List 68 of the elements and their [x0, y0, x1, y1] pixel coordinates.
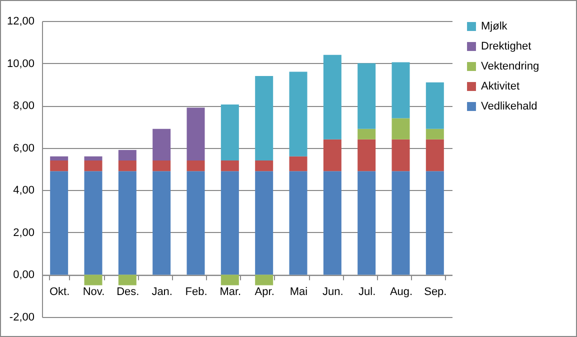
bar: [426, 82, 444, 129]
bar: [323, 171, 342, 275]
bar: [255, 171, 274, 275]
y-tick-label: -2,00: [9, 312, 34, 324]
bar: [118, 171, 136, 275]
x-tick-label: Sep.: [424, 286, 447, 298]
bar: [118, 274, 136, 286]
x-tick-label: Feb.: [185, 286, 208, 298]
bar: [323, 139, 342, 172]
bar: [289, 156, 308, 172]
bar: [220, 274, 239, 286]
bar: [392, 139, 410, 172]
bar: [186, 108, 205, 161]
bar: [289, 72, 308, 156]
legend-label: Mjølk: [481, 20, 508, 32]
y-tick-label: 0,00: [13, 269, 34, 282]
bar: [84, 156, 102, 161]
y-tick-label: 6,00: [13, 142, 34, 154]
bar: [323, 54, 342, 140]
bar: [220, 104, 239, 161]
x-tick-label: Jun.: [322, 286, 344, 298]
bar: [255, 160, 274, 172]
y-tick-label: 10,00: [6, 58, 34, 70]
bar: [358, 171, 376, 275]
bar: [152, 171, 171, 275]
bar: [392, 118, 410, 140]
x-tick-label: Mar.: [220, 286, 242, 298]
bar: [289, 171, 308, 275]
bar: [152, 160, 171, 172]
x-tick-label: Apr.: [254, 286, 274, 298]
bar: [220, 171, 239, 275]
bar: [220, 160, 239, 172]
legend-label: Aktivitet: [481, 80, 520, 92]
bar: [358, 139, 376, 172]
bar: [358, 128, 376, 140]
bar: [426, 128, 444, 140]
bar: [426, 171, 444, 275]
bar: [255, 274, 274, 286]
x-tick-label: Nov.: [82, 286, 105, 298]
bar: [426, 139, 444, 172]
x-tick-label: Aug.: [390, 286, 413, 298]
bar: [186, 171, 205, 275]
bar: [84, 274, 102, 286]
legend-label: Drektighet: [481, 40, 532, 52]
bar: [358, 63, 376, 129]
bar: [50, 156, 68, 161]
x-tick-label: Mai: [290, 286, 308, 298]
y-tick-label: 4,00: [13, 184, 34, 197]
bar: [84, 171, 102, 275]
y-tick-label: 12,00: [6, 16, 34, 28]
bar: [50, 160, 68, 172]
bar: [392, 171, 410, 275]
bar: [152, 128, 171, 161]
bar: [392, 62, 410, 118]
legend-label: Vedlikehald: [481, 100, 538, 112]
x-tick-label: Jul.: [358, 286, 376, 298]
bar: [50, 171, 68, 275]
bar: [84, 160, 102, 172]
y-tick-label: 2,00: [13, 226, 34, 239]
x-tick-label: Okt.: [49, 286, 70, 298]
bar: [186, 160, 205, 172]
bar: [118, 160, 136, 172]
y-tick-label: 8,00: [13, 100, 34, 112]
x-tick-label: Jan.: [152, 286, 172, 298]
x-tick-label: Des.: [116, 286, 140, 298]
legend-label: Vektendring: [481, 60, 540, 72]
bar: [118, 150, 136, 161]
bar: [255, 76, 274, 161]
